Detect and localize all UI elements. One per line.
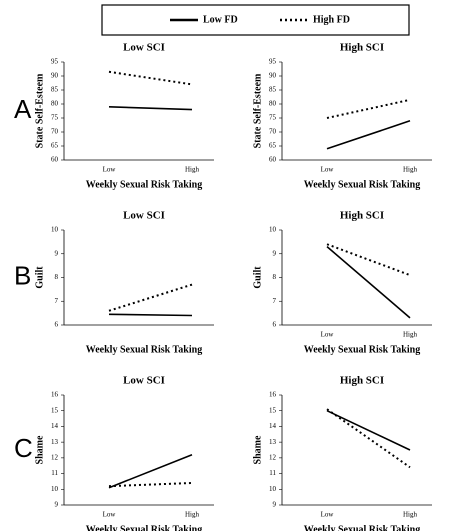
y-tick-label: 85 <box>269 86 277 94</box>
y-tick-label: 13 <box>51 438 59 446</box>
chart-title: Low SCI <box>123 375 165 387</box>
x-axis-label: Weekly Sexual Risk Taking <box>304 179 420 190</box>
y-tick-label: 16 <box>51 391 59 399</box>
legend-label: Low FD <box>203 14 238 25</box>
y-tick-label: 14 <box>51 422 59 430</box>
y-axis-label: State Self-Esteem <box>252 73 263 148</box>
y-tick-label: 75 <box>269 114 277 122</box>
series-line <box>108 313 193 317</box>
y-tick-label: 11 <box>51 469 58 477</box>
x-axis-label: Weekly Sexual Risk Taking <box>304 344 420 355</box>
series-line <box>108 70 193 86</box>
series-line <box>326 409 411 451</box>
series-line <box>326 246 411 319</box>
series-line <box>326 243 411 277</box>
y-tick-label: 70 <box>51 128 59 136</box>
y-tick-label: 9 <box>55 249 59 257</box>
chart-title: Low SCI <box>123 42 165 54</box>
panel-label: A <box>14 94 32 124</box>
x-axis-label: Weekly Sexual Risk Taking <box>304 524 420 531</box>
y-tick-label: 10 <box>269 485 277 493</box>
y-tick-label: 10 <box>269 226 277 234</box>
y-tick-label: 9 <box>273 249 277 257</box>
y-tick-label: 85 <box>51 86 59 94</box>
series-line <box>108 453 193 489</box>
y-tick-label: 80 <box>269 100 277 108</box>
series-line <box>108 283 193 312</box>
y-tick-label: 9 <box>55 501 59 509</box>
x-tick-label: Low <box>321 331 335 339</box>
y-tick-label: 90 <box>269 72 277 80</box>
y-tick-label: 10 <box>51 485 59 493</box>
y-tick-label: 14 <box>269 422 277 430</box>
y-axis-label: Guilt <box>252 266 263 289</box>
x-tick-label: High <box>185 511 200 519</box>
y-tick-label: 9 <box>273 501 277 509</box>
y-tick-label: 6 <box>273 321 277 329</box>
y-axis-label: Shame <box>34 435 45 464</box>
y-tick-label: 60 <box>51 156 59 164</box>
x-tick-label: Low <box>103 166 117 174</box>
y-axis-label: Guilt <box>34 266 45 289</box>
y-tick-label: 65 <box>269 142 277 150</box>
y-tick-label: 75 <box>51 114 59 122</box>
x-axis-label: Weekly Sexual Risk Taking <box>86 524 202 531</box>
y-tick-label: 95 <box>269 58 277 66</box>
chart-title: High SCI <box>340 375 384 387</box>
y-tick-label: 8 <box>55 273 59 281</box>
y-tick-label: 6 <box>55 321 59 329</box>
y-tick-label: 7 <box>55 297 59 305</box>
y-tick-label: 90 <box>51 72 59 80</box>
x-tick-label: High <box>403 166 418 174</box>
x-tick-label: Low <box>321 166 335 174</box>
y-axis-label: Shame <box>252 435 263 464</box>
y-tick-label: 8 <box>273 273 277 281</box>
legend-box <box>101 4 410 36</box>
y-tick-label: 16 <box>269 391 277 399</box>
panel-label: C <box>14 433 33 463</box>
y-axis-label: State Self-Esteem <box>34 73 45 148</box>
series-line <box>108 106 193 111</box>
x-tick-label: High <box>403 511 418 519</box>
series-line <box>326 408 411 469</box>
y-tick-label: 13 <box>269 438 277 446</box>
y-tick-label: 70 <box>269 128 277 136</box>
legend-label: High FD <box>313 14 350 25</box>
y-tick-label: 11 <box>269 469 276 477</box>
y-tick-label: 12 <box>51 453 59 461</box>
y-tick-label: 10 <box>51 226 59 234</box>
x-tick-label: High <box>185 166 200 174</box>
x-axis-label: Weekly Sexual Risk Taking <box>86 179 202 190</box>
y-tick-label: 80 <box>51 100 59 108</box>
x-tick-label: Low <box>103 511 117 519</box>
chart-title: Low SCI <box>123 210 165 222</box>
series-line <box>326 120 411 150</box>
y-tick-label: 95 <box>51 58 59 66</box>
chart-title: High SCI <box>340 210 384 222</box>
x-tick-label: High <box>403 331 418 339</box>
y-tick-label: 12 <box>269 453 277 461</box>
chart-title: High SCI <box>340 42 384 54</box>
x-tick-label: Low <box>321 511 335 519</box>
x-axis-label: Weekly Sexual Risk Taking <box>86 344 202 355</box>
y-tick-label: 65 <box>51 142 59 150</box>
y-tick-label: 15 <box>269 406 277 414</box>
y-tick-label: 15 <box>51 406 59 414</box>
series-line <box>108 482 193 488</box>
series-line <box>326 98 411 119</box>
y-tick-label: 60 <box>269 156 277 164</box>
y-tick-label: 7 <box>273 297 277 305</box>
panel-label: B <box>14 260 31 290</box>
